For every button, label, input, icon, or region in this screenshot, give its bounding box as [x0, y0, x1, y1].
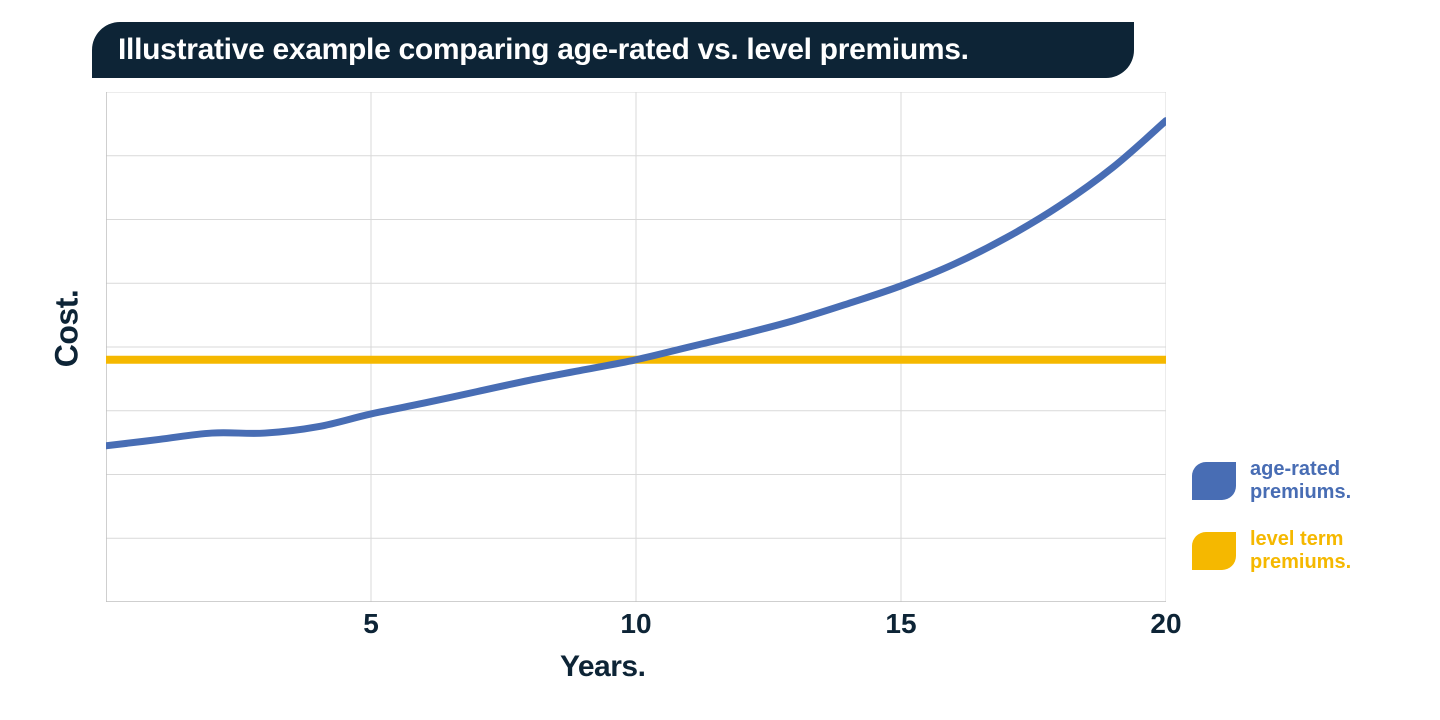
x-axis-label: Years. [560, 650, 645, 684]
x-tick-label: 10 [606, 608, 666, 640]
chart-plot-area [106, 92, 1166, 602]
y-axis-label: Cost. [48, 290, 85, 368]
legend-label: age-ratedpremiums. [1250, 458, 1351, 504]
legend-swatch [1192, 532, 1236, 570]
chart-legend: age-ratedpremiums. level termpremiums. [1192, 458, 1351, 598]
chart-canvas: Illustrative example comparing age-rated… [0, 0, 1440, 720]
x-tick-label: 5 [341, 608, 401, 640]
x-tick-label: 15 [871, 608, 931, 640]
legend-label: level termpremiums. [1250, 528, 1351, 574]
legend-item-age_rated: age-ratedpremiums. [1192, 458, 1351, 504]
chart-title: Illustrative example comparing age-rated… [92, 22, 1134, 78]
legend-item-level: level termpremiums. [1192, 528, 1351, 574]
legend-swatch [1192, 462, 1236, 500]
x-tick-label: 20 [1136, 608, 1196, 640]
